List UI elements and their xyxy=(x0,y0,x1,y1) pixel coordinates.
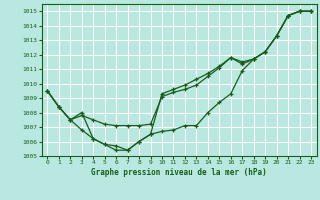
X-axis label: Graphe pression niveau de la mer (hPa): Graphe pression niveau de la mer (hPa) xyxy=(91,168,267,177)
